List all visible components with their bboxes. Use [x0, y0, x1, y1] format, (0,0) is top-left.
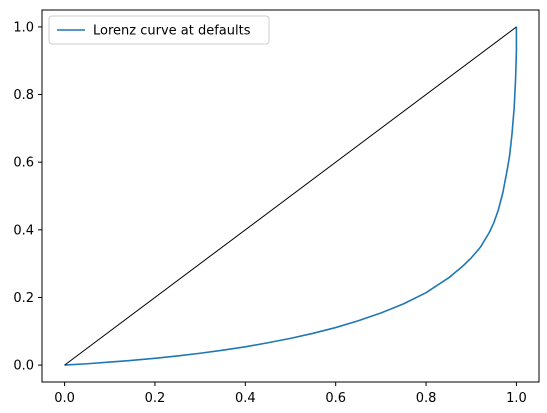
x-axis-ticks: 0.0 0.2 0.4 0.6 0.8 1.0 [54, 382, 527, 406]
x-tick-label: 0.8 [416, 391, 437, 406]
axes-layer [41, 9, 540, 383]
x-tick-label: 0.2 [145, 391, 166, 406]
legend: Lorenz curve at defaults [48, 15, 270, 45]
series-layer [64, 26, 518, 366]
x-tick-label: 0.4 [235, 391, 256, 406]
legend-label: Lorenz curve at defaults [93, 24, 251, 39]
equality-line [64, 26, 517, 366]
x-tick-label: 0.0 [54, 391, 75, 406]
y-axis-ticks: 0.0 0.2 0.4 0.6 0.8 1.0 [13, 20, 42, 374]
x-tick-label: 1.0 [506, 391, 527, 406]
lorenz-curve-line [64, 26, 518, 366]
y-tick-label: 0.2 [13, 291, 34, 306]
x-tick-label: 0.6 [325, 391, 346, 406]
y-tick-label: 0.8 [13, 88, 34, 103]
legend-box [48, 15, 270, 45]
y-tick-label: 0.6 [13, 156, 34, 171]
y-tick-label: 1.0 [13, 20, 34, 35]
plot-frame [41, 9, 540, 383]
y-tick-label: 0.4 [13, 223, 34, 238]
y-tick-label: 0.0 [13, 359, 34, 374]
